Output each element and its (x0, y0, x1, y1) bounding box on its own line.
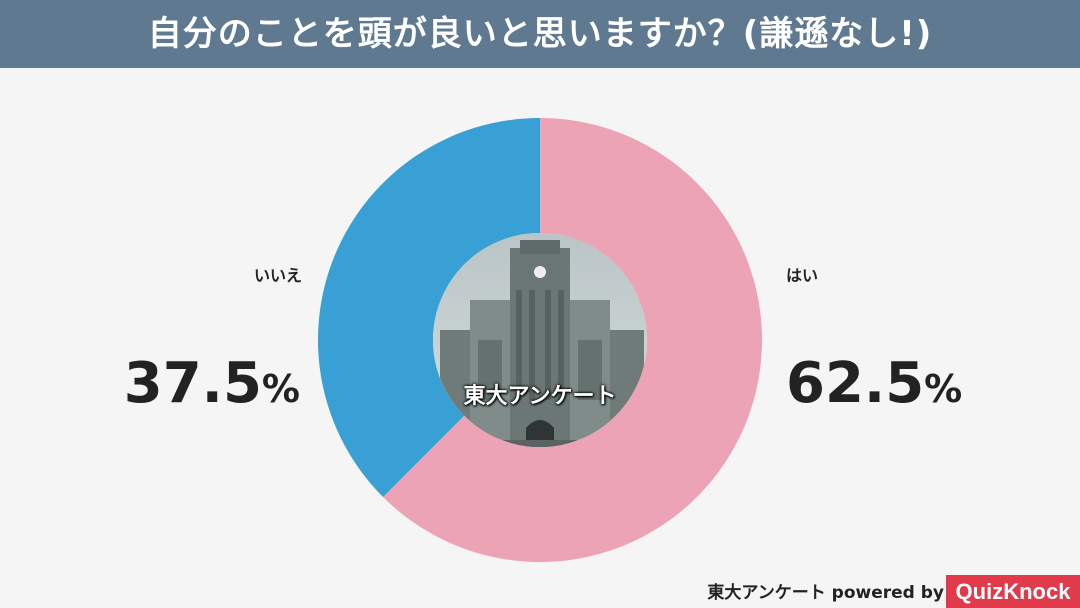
slice-value-yes: 62.5% (786, 356, 986, 412)
slice-label-yes: はい (786, 266, 819, 285)
slice-value-no: 37.5% (70, 356, 300, 412)
title-bar: 自分のことを頭が良いと思いますか？(謙遜なし!) (0, 0, 1080, 68)
center-photo (433, 233, 647, 447)
page-title: 自分のことを頭が良いと思いますか？(謙遜なし!) (147, 14, 933, 54)
slice-value-yes-unit: % (924, 367, 963, 411)
quizknock-logo: QuizKnock (946, 575, 1080, 608)
slice-no (318, 118, 540, 497)
center-label: 東大アンケート (463, 384, 617, 409)
slice-yes (383, 118, 762, 562)
footer-credit: 東大アンケート powered by (707, 583, 944, 603)
slice-label-no: いいえ (253, 266, 302, 285)
slice-value-no-number: 37.5 (123, 351, 262, 416)
donut-slices (318, 118, 762, 562)
slice-value-no-unit: % (261, 367, 300, 411)
slice-value-yes-number: 62.5 (786, 351, 925, 416)
